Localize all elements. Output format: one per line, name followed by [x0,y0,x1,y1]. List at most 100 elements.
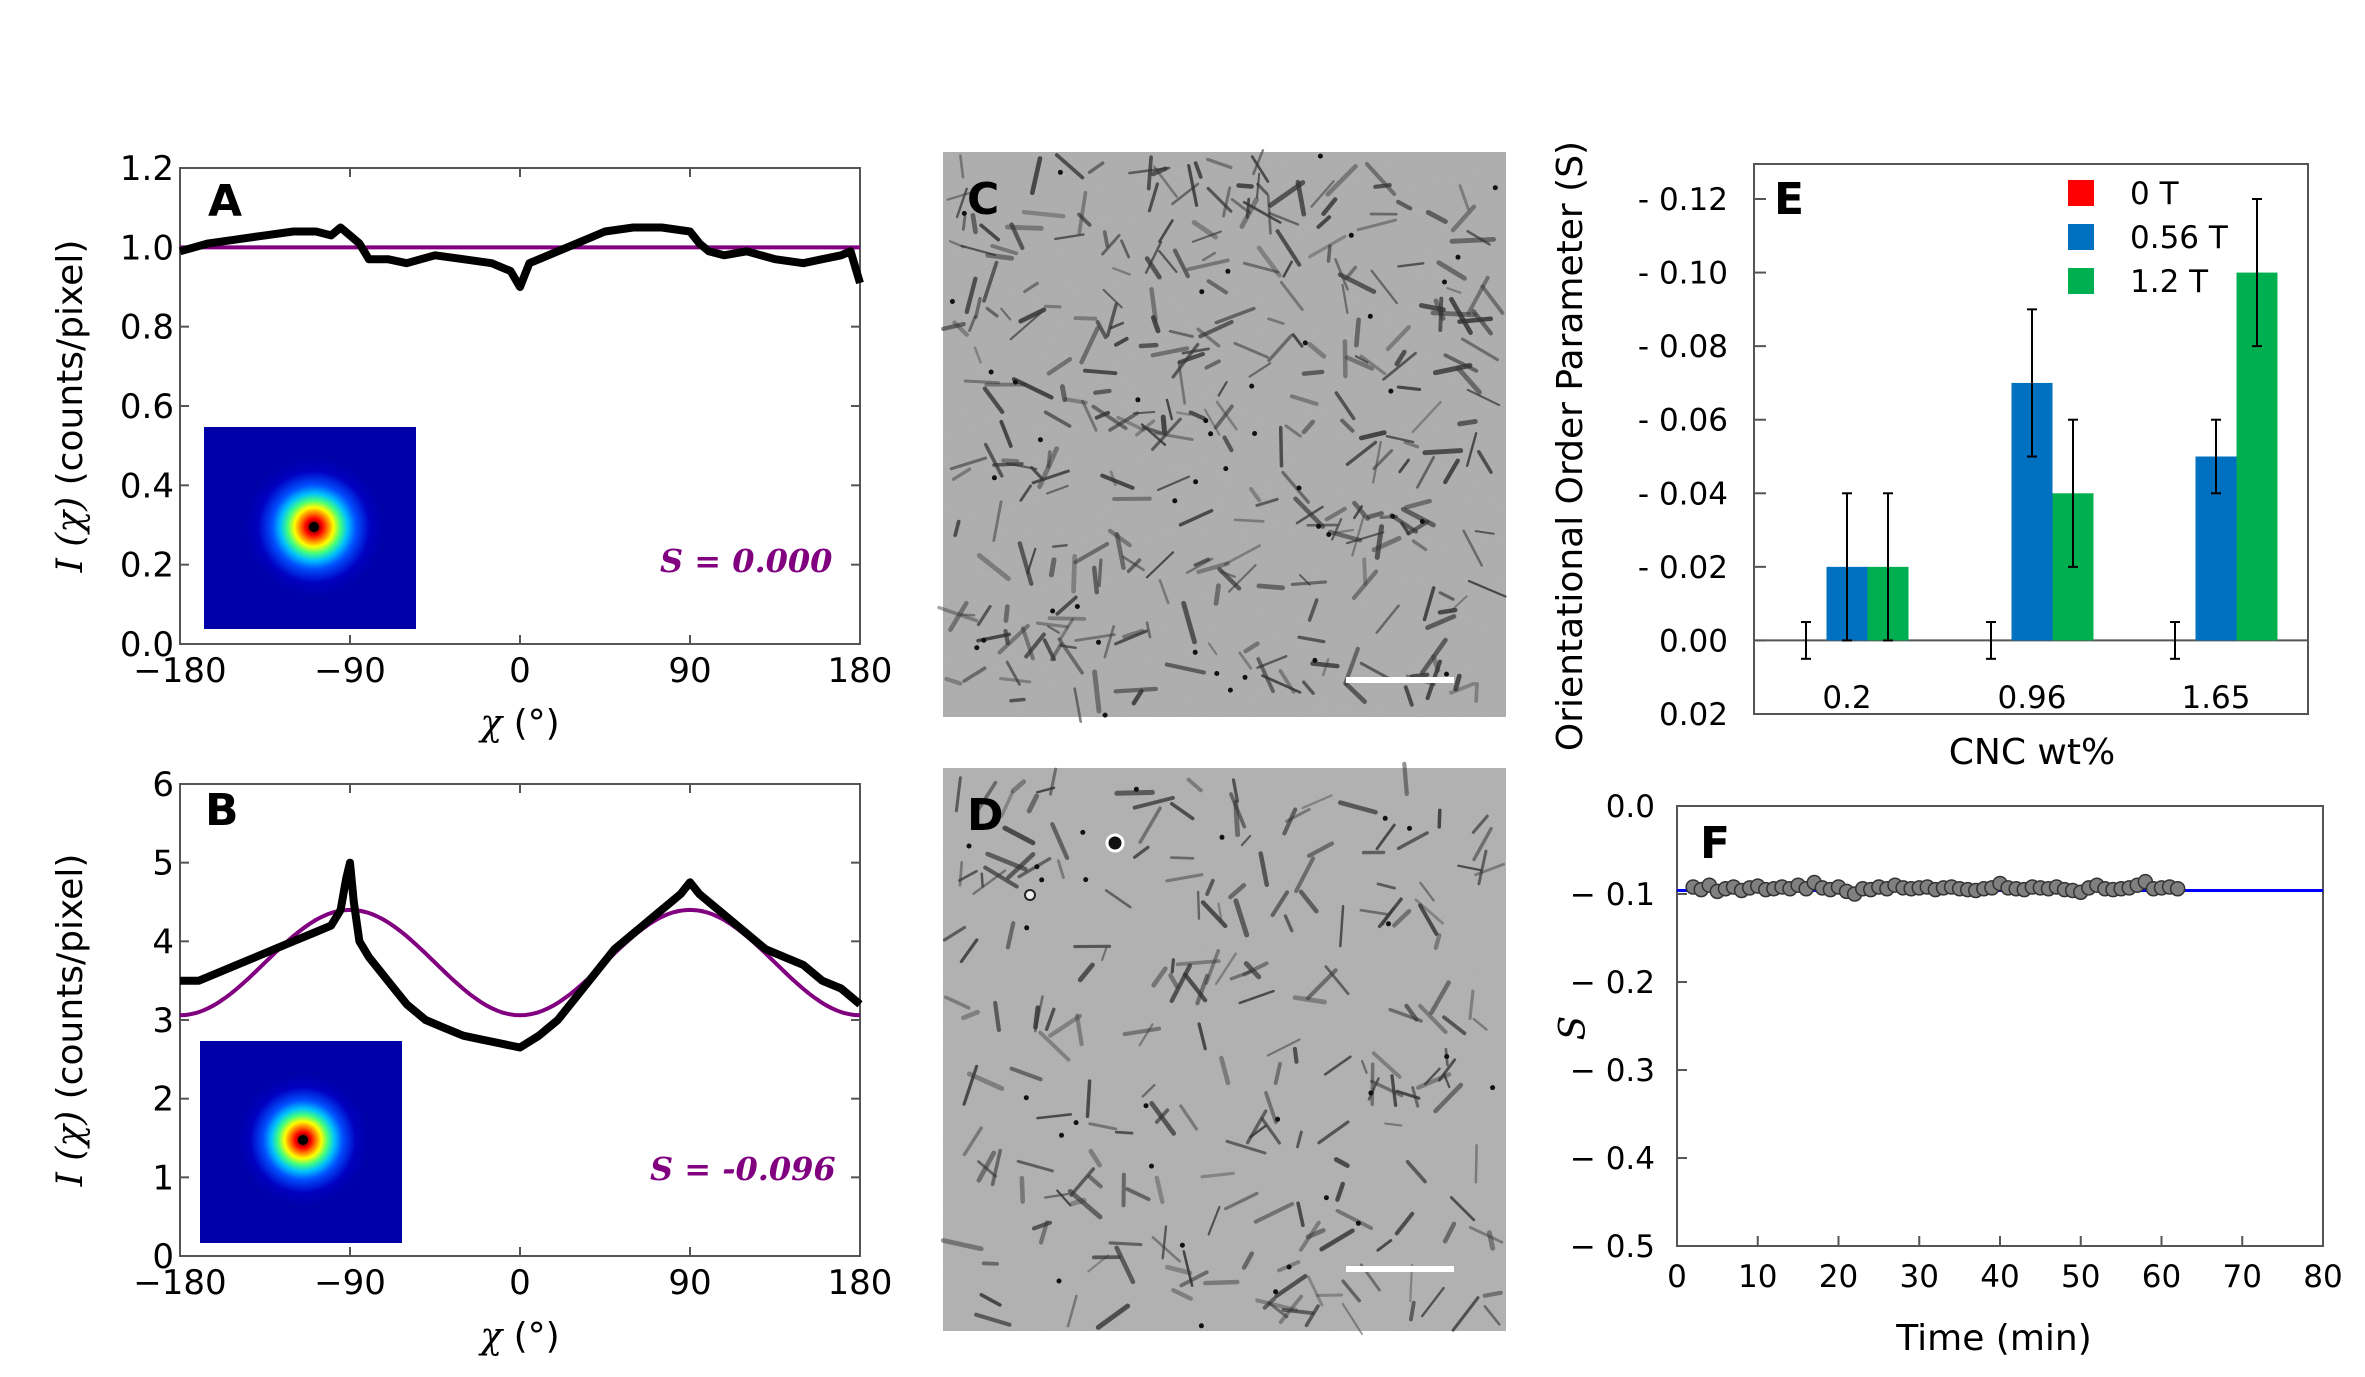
rod [1048,767,1058,796]
rod [1282,807,1298,836]
rod [1281,1308,1315,1315]
rod [1011,377,1054,400]
legend-label: 0.56 T [2130,220,2229,256]
rod [1260,1117,1282,1145]
rod [941,321,966,331]
dot [1455,254,1461,260]
rod [1069,1197,1087,1207]
rod [982,260,999,303]
rod [1005,224,1044,231]
rod [1144,256,1162,280]
rod [1038,1030,1071,1062]
rod [1187,164,1199,207]
dot [991,475,997,481]
dot [1386,921,1391,927]
rod [1158,249,1178,274]
rod [1306,841,1335,858]
y-tick-label: - 0.12 [1638,182,1728,218]
rod [1341,1302,1364,1336]
rod [1035,621,1069,629]
rod [1418,1003,1448,1035]
panel-a-y-symbol: I (χ) [50,497,91,574]
y-tick-label: 0.00 [1659,623,1728,659]
rod [1179,1270,1209,1288]
rod [1150,346,1190,358]
rod [1005,920,1016,950]
rod [1108,1241,1143,1247]
panel-f-x-axis-label: Time (min) [1895,1318,2092,1359]
rod [1382,351,1417,381]
y-tick-label: 0 [152,1237,174,1277]
rod [1474,681,1479,703]
x-tick-label: 20 [1819,1259,1858,1295]
dot [1348,232,1354,238]
rod [1225,1139,1267,1155]
rod [1074,633,1116,642]
rod [1223,544,1261,566]
rod [1420,1286,1445,1318]
rod [1095,1303,1131,1330]
y-tick-label: - 0.04 [1638,476,1728,512]
rod [1442,1072,1451,1089]
rod [1147,182,1159,213]
rod [1033,1005,1041,1030]
rod [1207,642,1218,656]
rod [1082,368,1118,376]
dot [1083,877,1089,883]
rod [1266,194,1272,235]
y-tick-label: - 0.10 [1638,256,1728,292]
rod [1324,506,1347,522]
rod [1223,1191,1259,1211]
panel-c-grain [943,152,1506,717]
rod [1381,907,1395,926]
rod [1307,598,1319,622]
rod [1395,199,1413,211]
rod [1345,531,1385,545]
dot [1242,674,1248,680]
rod [943,995,971,1010]
rod [1165,873,1204,883]
rod [1219,570,1237,578]
rod [970,212,978,235]
rod [990,1148,1003,1187]
dot [1096,639,1101,645]
rod [1149,1101,1177,1136]
rod [1344,265,1358,280]
rod [1268,211,1300,226]
rod [1376,882,1396,890]
rod [951,467,972,481]
rod [1471,814,1489,834]
rod [1245,197,1251,219]
rod [1371,1051,1402,1079]
rod [1154,1175,1165,1205]
rod [961,1009,980,1021]
rod [1114,336,1129,347]
x-tick-label: 90 [668,1263,711,1303]
rod [1122,628,1145,639]
rod [1298,889,1319,914]
rod [1422,448,1464,456]
rod [1088,1122,1118,1131]
dot [1050,608,1056,614]
rod [1446,287,1462,294]
rod [1005,660,1021,686]
dot [1037,437,1043,443]
rod [1335,1208,1373,1230]
dot [1102,712,1108,718]
dot [1442,279,1447,285]
rod [1169,963,1193,1003]
panel-a-x-symbol: χ [477,703,504,744]
rod [946,191,974,201]
rod [1255,497,1279,507]
dot [1382,815,1388,821]
dot [1219,834,1225,840]
rod [1307,1275,1324,1307]
rod [1250,155,1270,183]
rod [1360,1059,1368,1074]
rod [1323,1055,1352,1076]
rod [1450,204,1477,233]
rod [1359,661,1392,681]
y-tick-label: 0.0 [120,625,174,665]
rod [1321,197,1338,217]
